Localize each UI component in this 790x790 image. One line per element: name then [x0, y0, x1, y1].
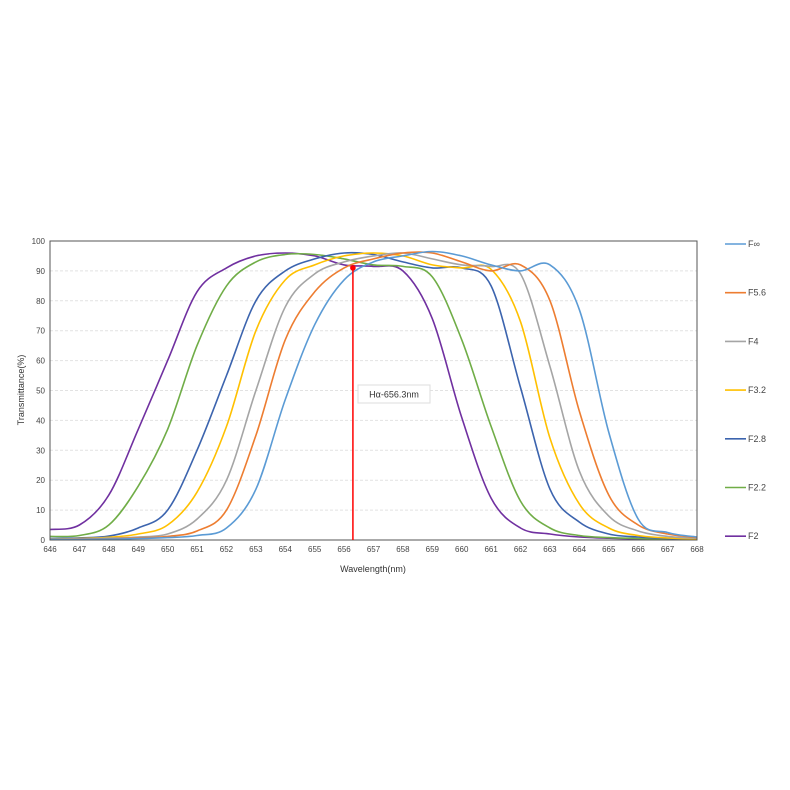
x-tick-label: 649 [132, 545, 146, 554]
x-tick-label: 652 [220, 545, 234, 554]
legend: F∞ F5.6 F4 F3.2 F2.8 F2.2 F2 [725, 239, 766, 541]
legend-label: F2.2 [748, 483, 766, 493]
x-tick-label: 650 [161, 545, 175, 554]
y-tick-label: 80 [36, 297, 45, 306]
x-tick-label: 663 [543, 545, 557, 554]
annotation-text: Hα-656.3nm [369, 390, 419, 400]
y-tick-label: 20 [36, 476, 45, 485]
h-alpha-marker [350, 265, 356, 271]
y-tick-label: 30 [36, 446, 45, 455]
x-tick-label: 658 [396, 545, 410, 554]
legend-label: F∞ [748, 239, 760, 249]
x-tick-label: 666 [632, 545, 646, 554]
y-tick-label: 60 [36, 357, 45, 366]
series-line-F5.6 [49, 251, 698, 541]
x-tick-label: 646 [43, 545, 57, 554]
legend-label: F3.2 [748, 385, 766, 395]
y-axis-label: Transmittance(%) [16, 355, 26, 426]
y-tick-label: 100 [32, 237, 46, 246]
legend-label: F5.6 [748, 288, 766, 298]
x-tick-label: 653 [249, 545, 263, 554]
annotation-box [357, 384, 431, 404]
x-tick-label: 657 [367, 545, 381, 554]
x-tick-label: 654 [279, 545, 293, 554]
y-tick-label: 50 [36, 387, 45, 396]
series-line-F2.8 [49, 251, 698, 540]
x-axis-label: Wavelength(nm) [340, 564, 406, 574]
y-tick-label: 40 [36, 416, 45, 425]
series-line-F∞ [49, 250, 698, 541]
x-tick-label: 659 [426, 545, 440, 554]
x-tick-label: 665 [602, 545, 616, 554]
series-lines [49, 250, 698, 541]
y-tick-label: 70 [36, 327, 45, 336]
legend-label: F2.8 [748, 434, 766, 444]
x-tick-label: 668 [690, 545, 704, 554]
y-tick-label: 0 [41, 536, 46, 545]
x-tick-label: 655 [308, 545, 322, 554]
x-tick-label: 648 [102, 545, 116, 554]
x-tick-label: 647 [73, 545, 87, 554]
y-axis-ticks: 0 10 20 30 40 50 60 70 80 90 100 [32, 237, 46, 545]
x-axis-ticks: 646 647 648 649 650 651 652 653 654 655 656 657 658 6… [43, 545, 704, 554]
h-alpha-annotation: Hα-656.3nm [350, 265, 431, 540]
x-tick-label: 656 [337, 545, 351, 554]
x-tick-label: 661 [484, 545, 498, 554]
series-line-F2 [49, 252, 698, 541]
x-tick-label: 667 [661, 545, 675, 554]
legend-label: F4 [748, 336, 759, 346]
plot-area-border [49, 240, 698, 541]
y-tick-label: 10 [36, 506, 45, 515]
x-tick-label: 651 [190, 545, 204, 554]
legend-label: F2 [748, 531, 759, 541]
series-line-F4 [49, 252, 698, 540]
x-tick-label: 660 [455, 545, 469, 554]
x-tick-label: 664 [573, 545, 587, 554]
x-tick-label: 662 [514, 545, 528, 554]
series-line-F2.2 [49, 252, 698, 541]
y-tick-label: 90 [36, 267, 45, 276]
series-line-F3.2 [49, 252, 698, 540]
